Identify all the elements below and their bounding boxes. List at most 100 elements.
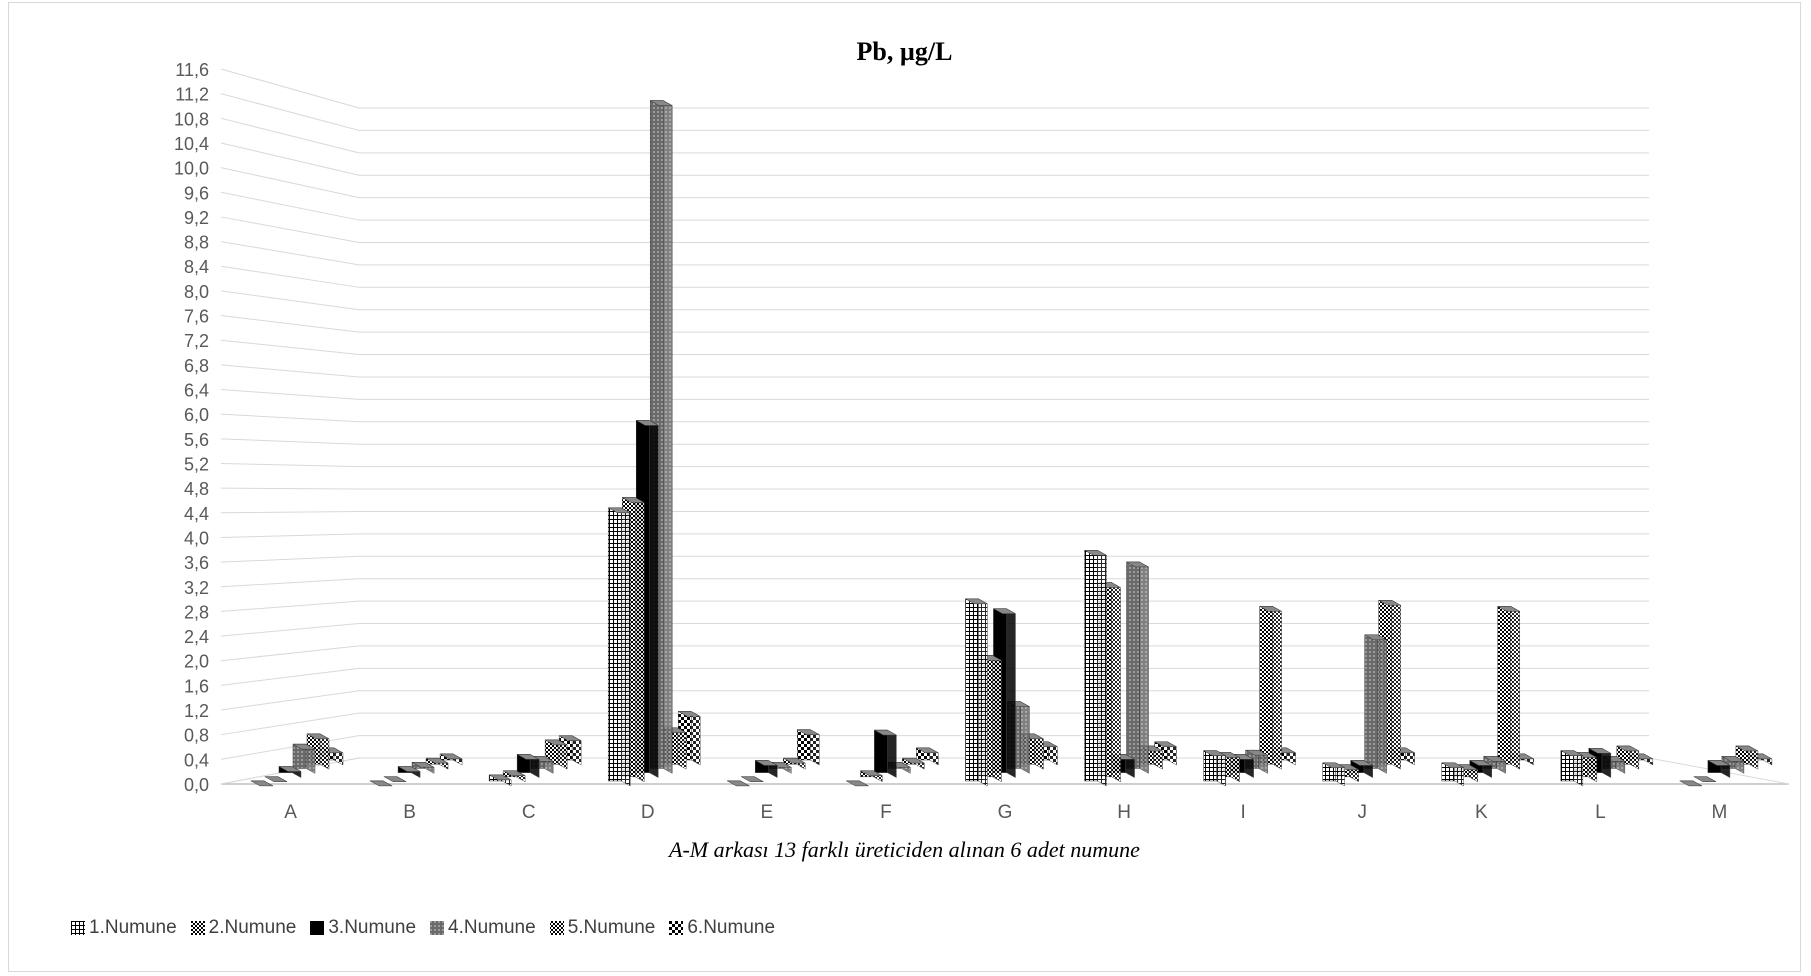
legend-label: 2.Numune bbox=[208, 917, 297, 938]
bar-3.Numune-E bbox=[754, 760, 779, 779]
bar-top bbox=[1706, 760, 1731, 766]
legend-swatch bbox=[549, 921, 564, 935]
bar-top bbox=[796, 729, 821, 735]
bar-6.Numune-B bbox=[439, 753, 464, 766]
gridline-side bbox=[220, 339, 360, 356]
bar-side bbox=[1216, 750, 1226, 787]
bar-2.Numune-A bbox=[264, 776, 288, 783]
bar-front bbox=[1364, 634, 1378, 769]
bar-side bbox=[1097, 549, 1107, 787]
bar-top bbox=[845, 780, 870, 787]
bar-top bbox=[1468, 760, 1493, 766]
bar-top bbox=[1559, 750, 1584, 756]
bar-top bbox=[264, 776, 288, 782]
y-tick-label: 6,4 bbox=[184, 381, 209, 401]
y-tick-label: 9,6 bbox=[184, 183, 209, 203]
bar-side bbox=[1034, 733, 1044, 770]
y-tick-label: 11,6 bbox=[175, 60, 209, 80]
bar-5.Numune-K bbox=[1496, 605, 1521, 770]
y-tick-label: 9,2 bbox=[184, 208, 209, 228]
legend: 1.Numune 2.Numune 3.Numune 4.Numune 5.Numune… bbox=[71, 917, 775, 939]
gridline-side bbox=[220, 68, 360, 109]
bar-side bbox=[992, 654, 1002, 783]
y-tick-label: 10,8 bbox=[174, 109, 209, 129]
bar-side bbox=[1510, 605, 1521, 770]
bar-side bbox=[1139, 561, 1149, 774]
bar-top bbox=[1377, 600, 1402, 606]
bar-side bbox=[648, 420, 659, 779]
bar-top bbox=[502, 770, 527, 776]
y-tick-label: 1,6 bbox=[184, 676, 209, 696]
bar-top bbox=[397, 766, 422, 772]
y-tick-label: 5,2 bbox=[184, 454, 209, 474]
bar-6.Numune-E bbox=[796, 729, 821, 766]
gridline-side bbox=[220, 93, 360, 131]
bar-side bbox=[676, 727, 687, 770]
gridline-side bbox=[220, 167, 360, 199]
bar-top bbox=[992, 608, 1017, 614]
x-tick-label: D bbox=[641, 802, 655, 823]
y-tick-label: 2,8 bbox=[184, 602, 209, 622]
legend-item: 1.Numune bbox=[71, 917, 177, 939]
bar-top bbox=[677, 711, 702, 717]
gridline-side bbox=[220, 142, 360, 176]
y-tick-label: 0,4 bbox=[184, 750, 209, 770]
y-tick-label: 11,2 bbox=[175, 85, 209, 105]
chart-plot-area: 0,0 0,4 0,8 1,2 1,6 2,0 2,4 2,8 3,2 3,6 4,0 4,4 4,8 5… bbox=[174, 60, 1790, 823]
gridline-side bbox=[220, 510, 360, 514]
bar-top bbox=[1615, 745, 1640, 752]
bar-top bbox=[740, 776, 765, 782]
gridline-side bbox=[220, 389, 360, 400]
gridline-side bbox=[220, 600, 360, 612]
gridline-side bbox=[220, 578, 360, 588]
gridline-side bbox=[220, 690, 360, 711]
bar-side bbox=[1377, 634, 1387, 774]
bar-top bbox=[1349, 760, 1374, 766]
gridline-side bbox=[220, 462, 360, 468]
y-tick-label: 4,4 bbox=[184, 504, 209, 524]
gridline-side bbox=[220, 117, 360, 154]
bar-top bbox=[292, 743, 316, 750]
bar-1.Numune-C bbox=[488, 774, 513, 787]
x-tick-label: H bbox=[1117, 802, 1131, 823]
bar-top bbox=[306, 733, 330, 740]
x-tick-label: L bbox=[1595, 802, 1606, 823]
bar-top bbox=[1321, 762, 1346, 769]
bar-side bbox=[1020, 701, 1030, 774]
bar-2.Numune-M bbox=[1692, 776, 1717, 783]
bar-side bbox=[810, 729, 820, 766]
bar-top bbox=[754, 760, 779, 766]
bar-1.Numune-E bbox=[726, 780, 751, 787]
bar-front bbox=[607, 507, 622, 782]
legend-label: 1.Numune bbox=[89, 917, 177, 938]
legend-label: 5.Numune bbox=[567, 917, 656, 938]
y-tick-label: 1,2 bbox=[184, 701, 209, 721]
bar-top bbox=[1258, 606, 1283, 612]
bar-1.Numune-A bbox=[250, 780, 274, 787]
legend-swatch bbox=[310, 921, 325, 935]
legend-label: 6.Numune bbox=[687, 917, 776, 938]
bar-top bbox=[1363, 634, 1388, 641]
bar-front bbox=[1497, 606, 1512, 765]
legend-swatch bbox=[669, 921, 684, 935]
y-tick-label: 3,6 bbox=[184, 553, 209, 573]
bar-top bbox=[1734, 745, 1759, 752]
bar-front bbox=[1126, 561, 1140, 769]
x-tick-label: A bbox=[284, 802, 297, 823]
bar-2.Numune-C bbox=[502, 770, 527, 783]
bar-top bbox=[859, 770, 884, 776]
x-axis-title: A-M arkası 13 farklı üreticiden alınan 6… bbox=[669, 837, 1140, 862]
bar-2.Numune-B bbox=[383, 776, 408, 783]
bar-5.Numune-B bbox=[425, 757, 450, 770]
x-tick-label: E bbox=[761, 802, 774, 823]
bar-top bbox=[1153, 741, 1178, 748]
bar-1.Numune-B bbox=[369, 780, 394, 787]
legend-label: 4.Numune bbox=[448, 917, 536, 938]
y-tick-label: 5,6 bbox=[184, 430, 209, 450]
bar-top bbox=[635, 420, 660, 426]
y-tick-label: 4,8 bbox=[184, 479, 209, 499]
bar-top bbox=[649, 100, 674, 106]
y-tick-label: 7,2 bbox=[184, 331, 209, 351]
bar-side bbox=[1006, 608, 1016, 779]
bar-1.Numune-L bbox=[1559, 750, 1584, 787]
